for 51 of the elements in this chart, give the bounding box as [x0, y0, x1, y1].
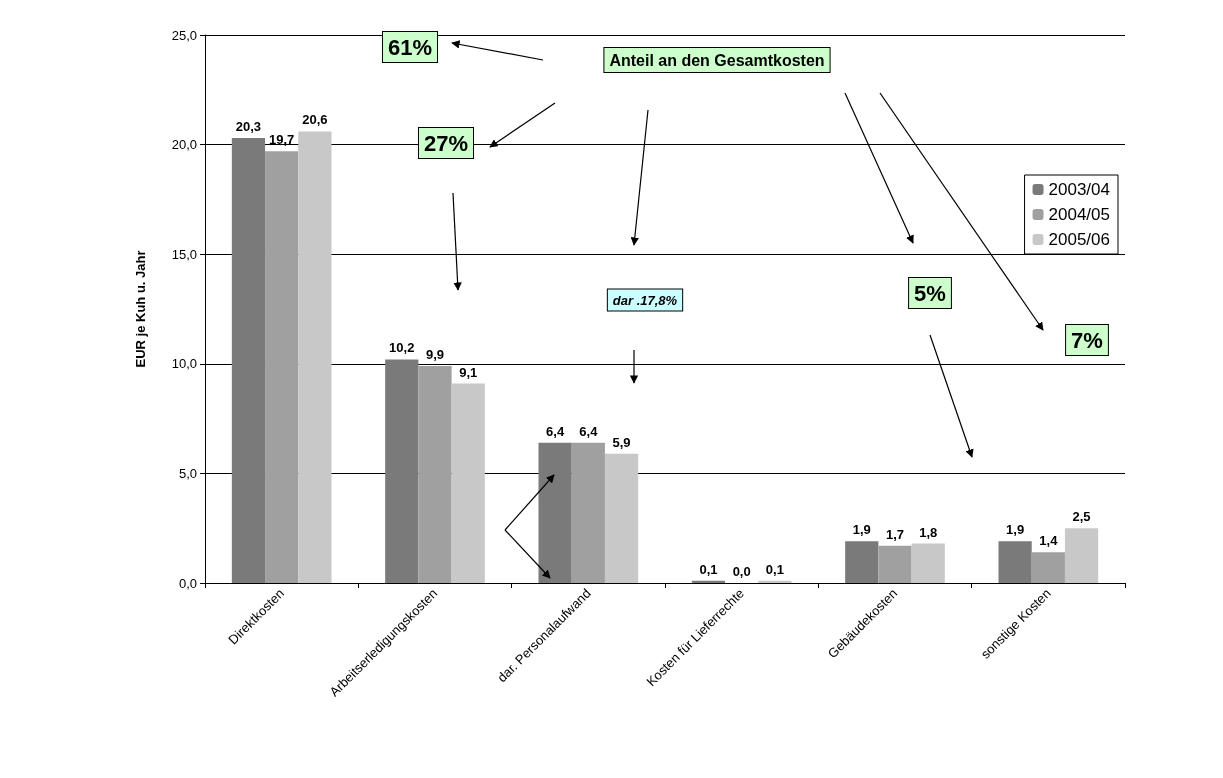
annotation: 7% [1071, 327, 1103, 353]
bar [604, 453, 639, 583]
bar [758, 580, 792, 583]
data-label: 5,9 [612, 434, 631, 450]
data-label: 0,1 [765, 561, 784, 577]
y-tick-label: 10,0 [171, 356, 197, 372]
bar [451, 383, 485, 583]
data-label: 19,7 [269, 132, 295, 148]
legend-label: 2003/04 [1048, 180, 1110, 199]
data-label: 1,9 [1006, 522, 1025, 538]
data-label: 1,8 [919, 524, 938, 540]
data-label: 6,4 [546, 423, 565, 439]
data-label: 20,6 [302, 112, 328, 128]
bar [691, 580, 726, 583]
legend-label: 2005/06 [1048, 230, 1110, 249]
bar [418, 365, 452, 583]
data-label: 1,7 [885, 526, 905, 542]
bar [1064, 528, 1099, 583]
bar [385, 359, 419, 583]
bar [998, 541, 1032, 583]
annotation: 5% [914, 280, 946, 306]
annotation: 61% [387, 34, 433, 60]
data-label: 10,2 [389, 340, 415, 356]
y-axis-title: EUR je Kuh u. Jahr [133, 250, 148, 368]
data-label: 1,9 [852, 522, 871, 538]
y-tick-label: 25,0 [171, 27, 197, 43]
bar [1031, 552, 1065, 583]
data-label: 9,1 [459, 364, 478, 380]
bar [878, 545, 912, 583]
bar [538, 442, 572, 583]
legend-label: 2004/05 [1048, 205, 1110, 224]
annotation: 27% [423, 130, 469, 156]
data-label: 0,1 [699, 561, 718, 577]
bar [231, 138, 266, 583]
y-tick-label: 15,0 [171, 246, 197, 262]
data-label: 2,5 [1072, 509, 1091, 525]
data-label: 20,3 [235, 119, 262, 135]
annotation: Anteil an den Gesamtkosten [609, 51, 825, 69]
bar [298, 131, 332, 583]
bar [845, 541, 879, 583]
y-tick-label: 0,0 [178, 575, 197, 591]
bar [265, 151, 299, 583]
data-label: 0,0 [732, 564, 751, 579]
data-label: 9,9 [425, 346, 445, 362]
data-label: 6,4 [579, 423, 599, 439]
data-label: 1,4 [1039, 533, 1059, 549]
bar [571, 442, 605, 583]
annotation: dar .17,8% [612, 292, 678, 308]
y-tick-label: 20,0 [171, 137, 197, 153]
y-tick-label: 5,0 [178, 465, 197, 481]
bar [911, 543, 945, 583]
